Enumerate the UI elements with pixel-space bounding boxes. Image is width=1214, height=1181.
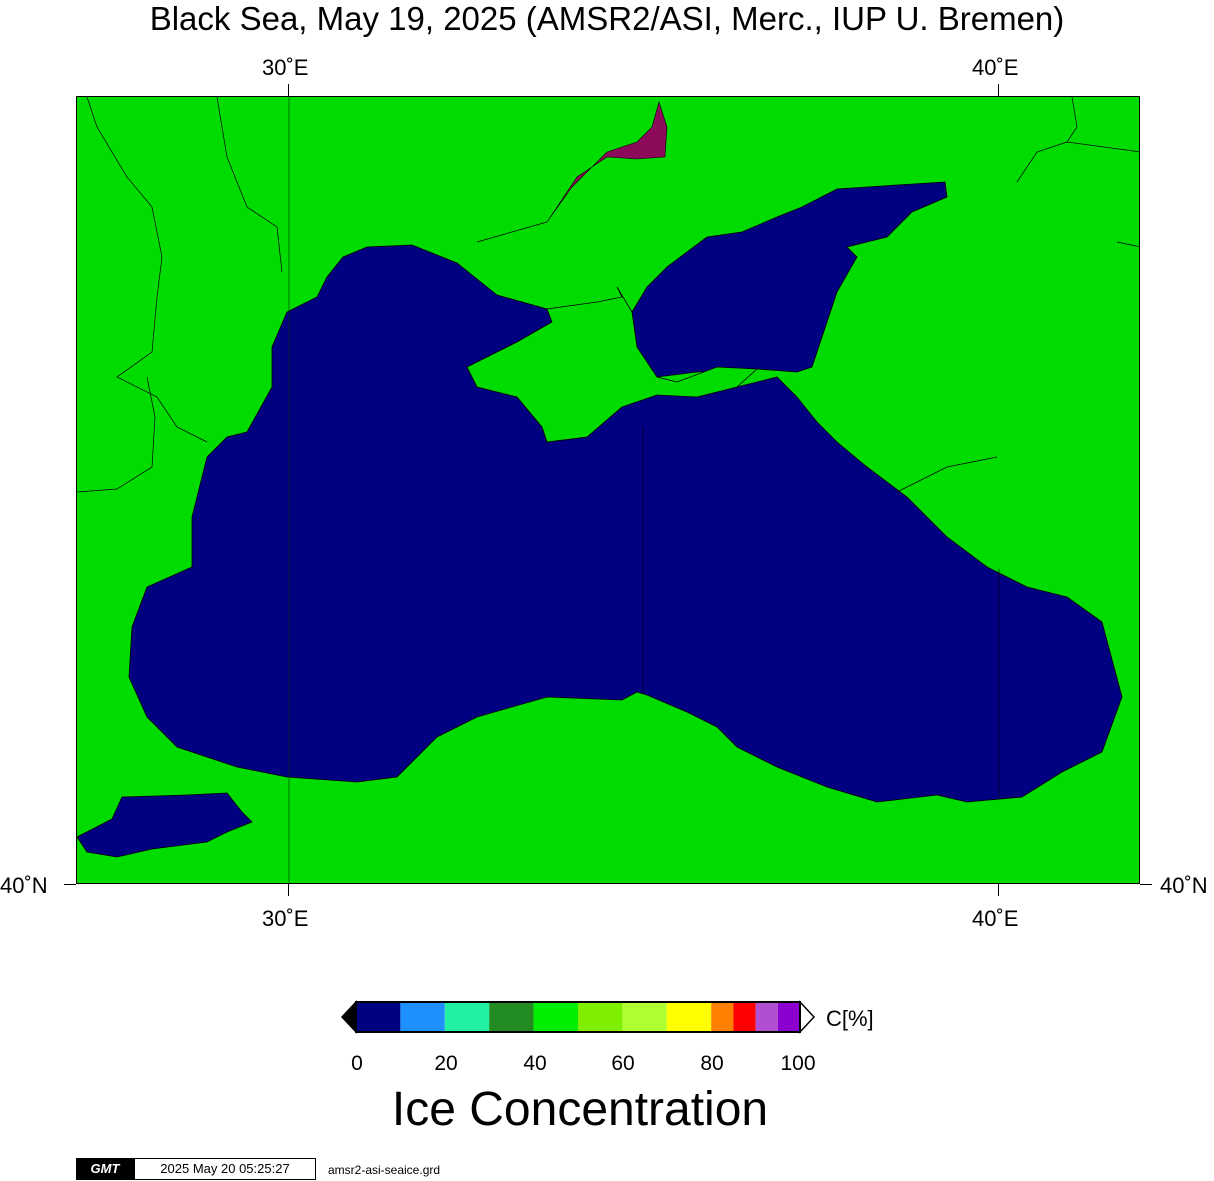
top-tick-40e xyxy=(998,84,999,96)
timestamp: 2025 May 20 05:25:27 xyxy=(134,1158,316,1180)
colorbar-bin xyxy=(356,1002,401,1032)
high-ice-region xyxy=(546,100,668,223)
top-tick-30e xyxy=(288,84,289,96)
colorbar-tick-label: 60 xyxy=(611,1052,635,1075)
colorbar-tick-label: 40 xyxy=(523,1052,547,1075)
colorbar-tick-label: 80 xyxy=(700,1052,724,1075)
crimea-land xyxy=(466,286,758,443)
country-border xyxy=(216,97,283,273)
country-border xyxy=(896,456,998,493)
sea-of-marmara-water xyxy=(77,792,253,858)
map-canvas xyxy=(77,97,1139,883)
colorbar-bins xyxy=(356,1002,800,1032)
country-border xyxy=(1116,241,1139,247)
map-frame xyxy=(76,96,1140,884)
gmt-logo: GMT xyxy=(76,1158,134,1180)
top-lon-label-30e: 30˚E xyxy=(262,55,309,80)
colorbar-tick-label: 20 xyxy=(434,1052,458,1075)
grid-filename: amsr2-asi-seaice.grd xyxy=(328,1163,441,1177)
colorbar-bin xyxy=(666,1002,712,1032)
bottom-tick-30e xyxy=(288,884,289,896)
bottom-lon-label-30e: 30˚E xyxy=(262,906,309,931)
colorbar-bin xyxy=(622,1002,667,1032)
colorbar-bin xyxy=(400,1002,445,1032)
colorbar-bin xyxy=(777,1002,800,1032)
country-border xyxy=(1066,97,1139,153)
colorbar-bin xyxy=(755,1002,778,1032)
left-tick-40n xyxy=(64,884,76,885)
left-lat-label: 40˚N xyxy=(0,873,48,898)
country-border xyxy=(86,97,208,443)
colorbar-bin xyxy=(533,1002,578,1032)
colorbar xyxy=(340,1000,816,1034)
colorbar-bin xyxy=(733,1002,756,1032)
country-border xyxy=(77,376,156,493)
colorbar-low-triangle xyxy=(340,1000,357,1034)
colorbar-bin xyxy=(489,1002,534,1032)
country-border xyxy=(476,221,548,243)
right-tick-40n xyxy=(1140,884,1152,885)
colorbar-bin xyxy=(711,1002,734,1032)
colorbar-title: Ice Concentration xyxy=(391,1083,769,1136)
colorbar-bin xyxy=(578,1002,623,1032)
colorbar-high-triangle xyxy=(799,1000,816,1034)
colorbar-unit: C[%] xyxy=(826,1006,874,1031)
map-title: Black Sea, May 19, 2025 (AMSR2/ASI, Merc… xyxy=(149,0,1065,37)
colorbar-tick-label: 100 xyxy=(780,1052,816,1075)
colorbar-outline xyxy=(355,1001,801,1033)
bottom-tick-40e xyxy=(998,884,999,896)
colorbar-bin xyxy=(444,1002,490,1032)
colorbar-tick-label: 0 xyxy=(351,1052,363,1075)
bottom-lon-label-40e: 40˚E xyxy=(972,906,1019,931)
right-lat-label: 40˚N xyxy=(1160,873,1208,898)
top-lon-label-40e: 40˚E xyxy=(972,55,1019,80)
country-border xyxy=(1016,141,1068,183)
